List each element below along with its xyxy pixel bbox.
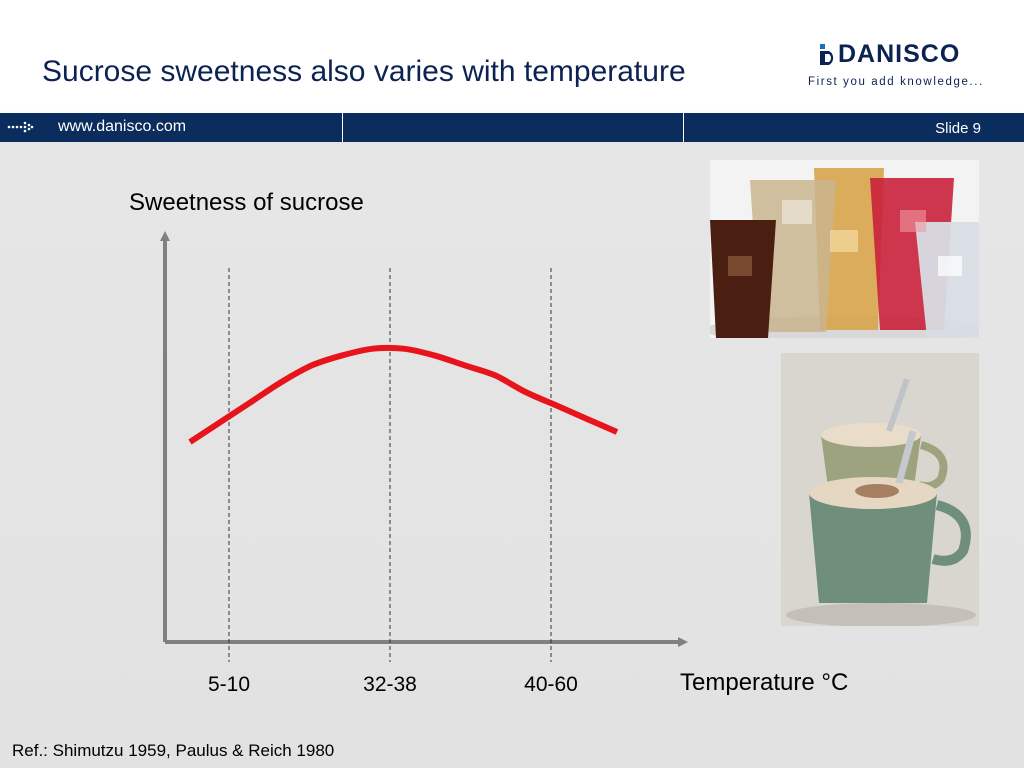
reference-note: Ref.: Shimutzu 1959, Paulus & Reich 1980 [12,741,335,760]
hot-drinks-photo [781,353,979,626]
nav-divider [683,113,684,142]
nav-bar: www.danisco.com Slide 9 [0,113,1024,142]
logo-mark-icon [820,44,834,65]
x-tick-label: 32-38 [363,673,417,696]
logo-tagline: First you add knowledge... [808,76,984,88]
logo-name: DANISCO [838,40,961,68]
x-tick-label: 5-10 [208,673,250,696]
tick-labels: 5-10 32-38 40-60 [208,673,578,696]
website-link[interactable]: www.danisco.com [58,118,187,135]
x-axis-title: Temperature °C [680,669,848,696]
guide-lines [228,268,552,662]
chart-title: Sweetness of sucrose [129,189,364,216]
danisco-logo: DANISCO First you add knowledge... [806,38,996,98]
sweetness-curve [188,344,619,445]
dotted-arrow-icon [7,121,34,133]
cold-drinks-photo [710,160,979,338]
x-tick-label: 40-60 [524,673,578,696]
slide-number: Slide 9 [935,120,981,137]
nav-divider [342,113,343,142]
slide-title: Sucrose sweetness also varies with tempe… [42,55,686,88]
